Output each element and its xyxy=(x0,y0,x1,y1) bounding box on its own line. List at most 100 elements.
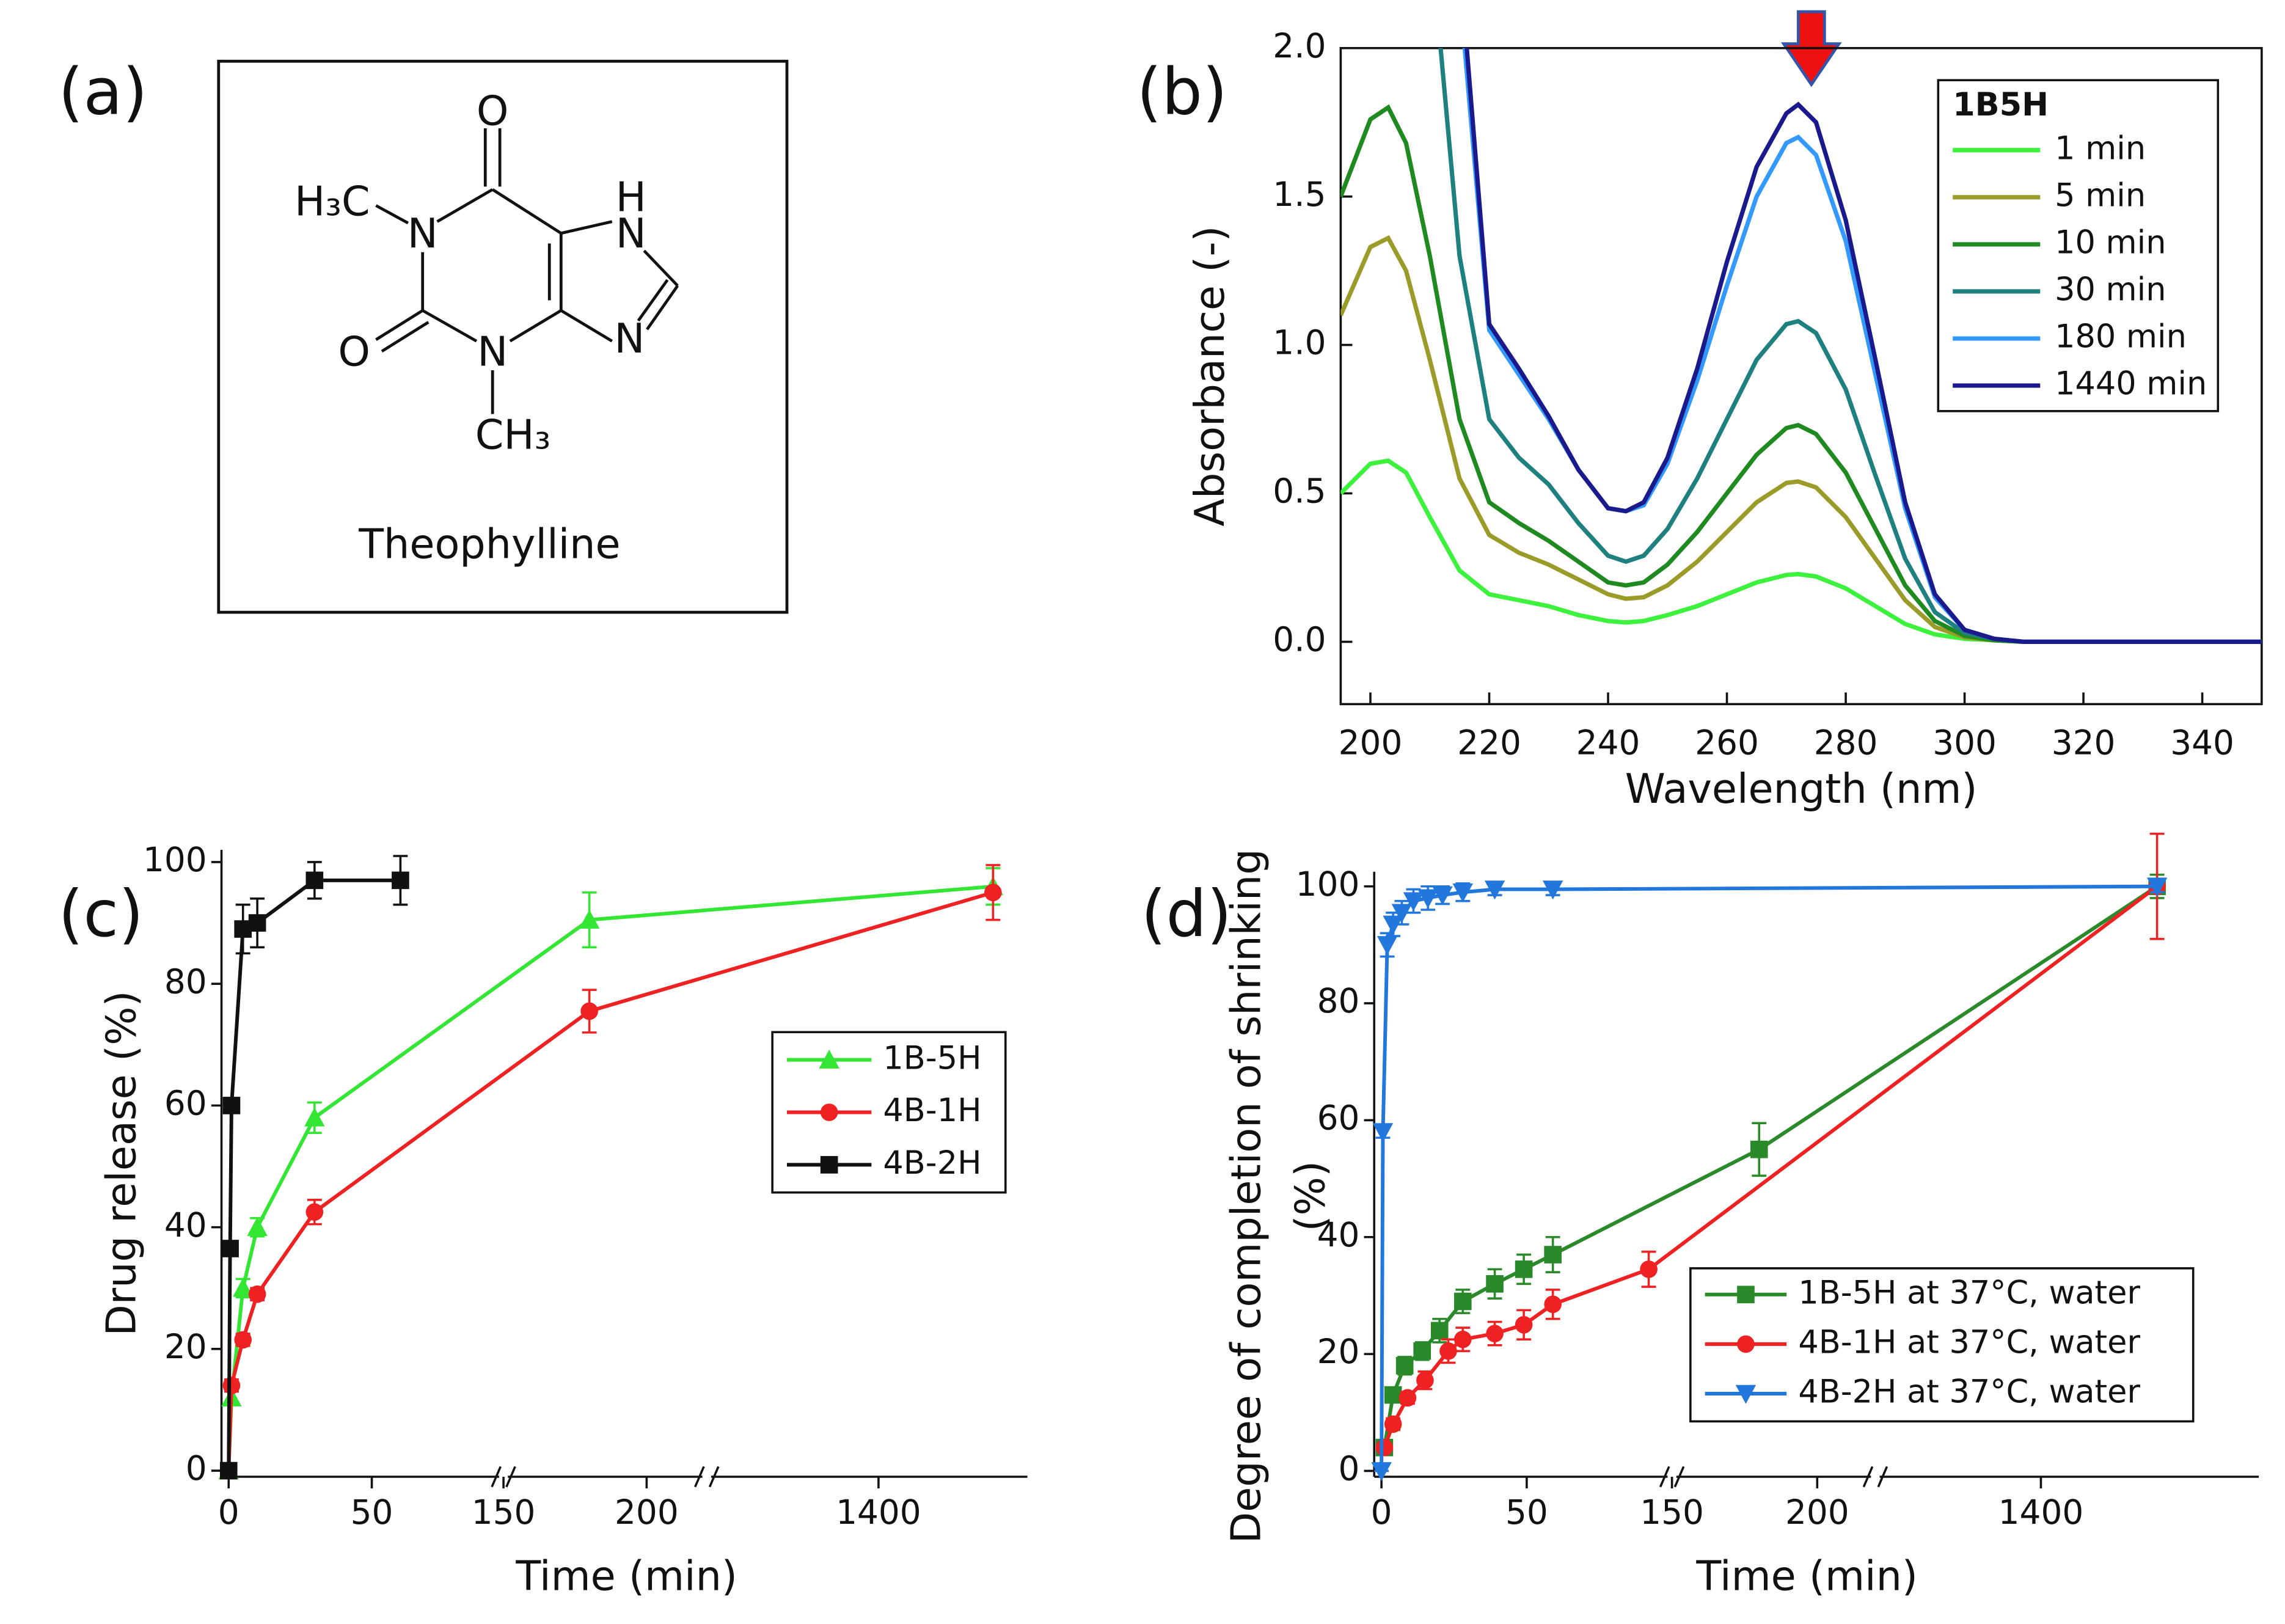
y-tick-label: 80 xyxy=(1317,981,1360,1020)
y-tick-label: 60 xyxy=(164,1084,207,1123)
marker xyxy=(2146,877,2168,897)
x-tick-label: 340 xyxy=(2170,723,2234,762)
y-axis-label: (%) xyxy=(1287,1161,1334,1232)
axis-break xyxy=(694,1466,705,1488)
x-axis-label: Time (min) xyxy=(1695,1553,1918,1600)
marker xyxy=(1398,1389,1417,1407)
y-tick-label: 40 xyxy=(164,1205,207,1245)
legend-label: 4B-2H xyxy=(883,1144,981,1182)
x-tick-label: 150 xyxy=(472,1493,536,1532)
x-tick-label: 50 xyxy=(351,1493,393,1532)
legend-label: 1440 min xyxy=(2055,365,2207,403)
y-tick-label: 20 xyxy=(164,1327,207,1366)
x-tick-label: 200 xyxy=(1339,723,1403,762)
x-tick-label: 280 xyxy=(1814,723,1878,762)
panel-label: (b) xyxy=(1136,54,1227,129)
atom-label: O xyxy=(338,327,370,375)
marker xyxy=(1375,1438,1394,1457)
legend-label: 1 min xyxy=(2055,130,2146,167)
legend-label: 5 min xyxy=(2055,177,2146,214)
marker xyxy=(1432,886,1453,905)
legend-label: 4B-1H xyxy=(883,1092,981,1129)
spectrum-line xyxy=(1340,458,2262,644)
marker xyxy=(1413,1342,1431,1360)
atom-label: CH₃ xyxy=(475,411,551,458)
y-tick-label: 1.0 xyxy=(1273,323,1326,362)
panel-label: (a) xyxy=(58,54,147,129)
atom-label: N xyxy=(408,210,438,257)
marker xyxy=(1542,880,1563,900)
marker xyxy=(1737,1335,1755,1353)
marker xyxy=(232,1278,254,1297)
marker xyxy=(221,1240,239,1257)
x-tick-label: 240 xyxy=(1576,723,1640,762)
x-tick-label: 150 xyxy=(1640,1493,1704,1532)
legend-title: 1B5H xyxy=(1953,86,2049,123)
marker xyxy=(1372,1123,1394,1143)
atom-label: H xyxy=(616,173,646,221)
marker xyxy=(248,914,266,932)
x-tick-label: 1400 xyxy=(1998,1493,2084,1532)
y-tick-label: 80 xyxy=(164,962,207,1001)
marker xyxy=(219,1461,238,1480)
y-tick-label: 0.0 xyxy=(1273,620,1326,659)
x-tick-label: 220 xyxy=(1457,723,1521,762)
marker xyxy=(1544,1295,1562,1314)
axis-break xyxy=(708,1466,720,1488)
x-axis-label: Time (min) xyxy=(515,1553,737,1600)
y-axis-label: Degree of completion of shrinking xyxy=(1223,849,1270,1543)
y-axis-label: Drug release (%) xyxy=(97,990,145,1336)
marker xyxy=(1640,1260,1658,1278)
compound-name: Theophylline xyxy=(358,520,620,568)
x-tick-label: 200 xyxy=(1785,1493,1849,1532)
panel-label: (d) xyxy=(1141,877,1232,951)
structure-box xyxy=(217,59,789,614)
marker xyxy=(819,1049,839,1069)
axis-break xyxy=(505,1466,516,1488)
atom-label: N xyxy=(477,327,508,375)
marker xyxy=(1430,1322,1449,1340)
marker xyxy=(1515,1315,1533,1334)
panel-label: (c) xyxy=(58,877,144,951)
y-tick-label: 2.0 xyxy=(1273,26,1326,65)
marker xyxy=(234,1331,252,1349)
marker xyxy=(820,1156,838,1174)
legend-label: 10 min xyxy=(2055,224,2166,262)
atom-label: N xyxy=(614,315,645,362)
x-axis-label: Wavelength (nm) xyxy=(1625,765,1978,813)
y-tick-label: 40 xyxy=(1317,1215,1360,1254)
marker xyxy=(1735,1384,1757,1404)
marker xyxy=(247,1216,268,1236)
y-tick-label: 100 xyxy=(1296,865,1360,904)
marker xyxy=(1384,1386,1402,1404)
marker xyxy=(1439,1342,1457,1360)
marker xyxy=(222,1377,241,1394)
marker xyxy=(1384,1415,1402,1433)
x-tick-label: 50 xyxy=(1505,1493,1548,1532)
y-tick-label: 0.5 xyxy=(1273,472,1326,511)
y-tick-label: 1.5 xyxy=(1273,175,1326,214)
marker xyxy=(1391,904,1413,923)
plot-frame xyxy=(1339,46,2263,706)
y-tick-label: 60 xyxy=(1317,1099,1360,1138)
marker xyxy=(1737,1286,1755,1304)
marker xyxy=(1376,936,1398,956)
y-axis-label: Absorbance (-) xyxy=(1186,226,1234,527)
marker xyxy=(1403,892,1424,912)
marker xyxy=(222,1097,241,1114)
legend-label: 1B-5H xyxy=(883,1039,981,1077)
marker xyxy=(1453,1292,1472,1311)
legend-label: 180 min xyxy=(2055,318,2187,356)
marker xyxy=(1486,1275,1504,1293)
structure-bonds xyxy=(375,128,679,414)
x-tick-label: 0 xyxy=(218,1493,239,1532)
x-tick-label: 200 xyxy=(615,1493,679,1532)
series-line xyxy=(227,878,401,1471)
marker xyxy=(1395,1356,1414,1375)
marker xyxy=(580,1002,598,1020)
marker xyxy=(304,1107,325,1127)
legend-label: 1B-5H at 37°C, water xyxy=(1798,1274,2140,1311)
marker xyxy=(1383,915,1403,935)
marker xyxy=(392,871,409,890)
